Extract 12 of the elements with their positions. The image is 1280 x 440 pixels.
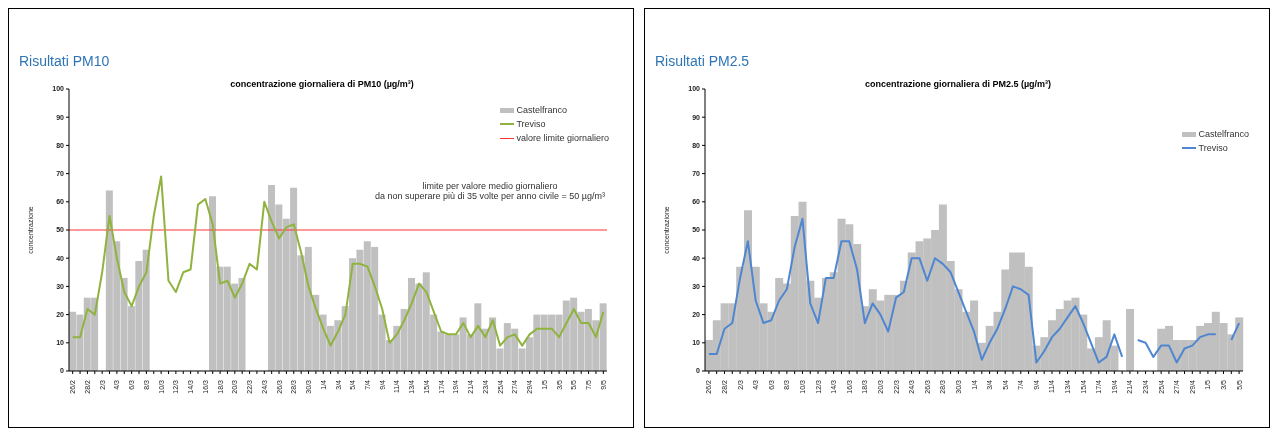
legend-label: valore limite giornaliero [516, 133, 609, 143]
annotation: limite per valore medio giornaliero da non superare più di 35 volte per anno civile = 50 µg/m³ [374, 181, 605, 201]
chart-subtitle: concentrazione giornaliera di PM2.5 (µg/m³) [864, 79, 1052, 89]
legend-label: Castelfranco [516, 105, 567, 115]
chart-subtitle: concentrazione giornaliera di PM10 (µg/m³) [230, 79, 414, 89]
line-series [71, 175, 605, 347]
bar [1126, 308, 1135, 371]
chart-title: Risultati PM10 [19, 53, 110, 69]
legend-label: Treviso [516, 119, 546, 129]
legend-label: Castelfranco [1198, 129, 1249, 139]
chart-title: Risultati PM2.5 [655, 53, 750, 69]
legend-label: Treviso [1198, 143, 1228, 153]
